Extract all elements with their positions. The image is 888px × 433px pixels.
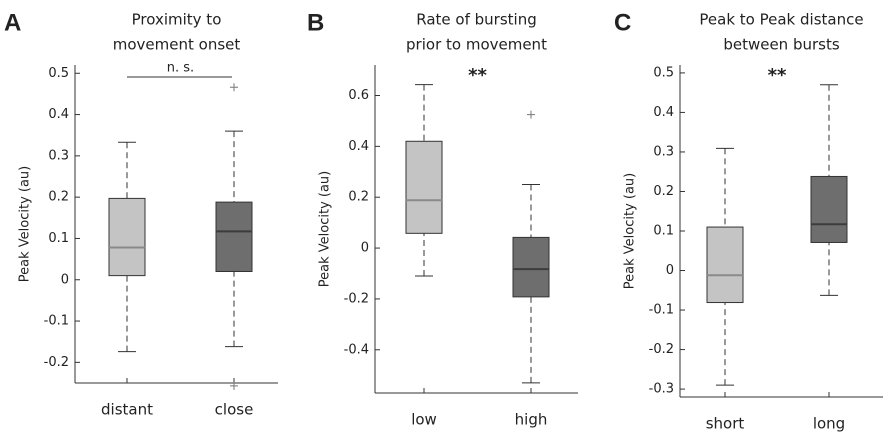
chart-title: prior to movement xyxy=(406,36,547,54)
chart-title: movement onset xyxy=(113,36,241,54)
box xyxy=(706,226,744,304)
annotation: ** xyxy=(468,65,487,86)
chart-title: between bursts xyxy=(723,36,840,54)
y-tick-label: 0.5 xyxy=(48,66,69,81)
y-tick-label: 0.1 xyxy=(48,231,69,246)
y-tick-label: 0.1 xyxy=(653,224,674,239)
x-tick-label: high xyxy=(515,411,548,429)
y-tick-label: 0.2 xyxy=(48,190,69,205)
x-tick-label: short xyxy=(706,415,745,433)
y-tick-label: -0.2 xyxy=(344,291,369,306)
y-tick-label: 0.4 xyxy=(48,107,69,122)
y-tick-label: 0.5 xyxy=(653,65,674,80)
box xyxy=(405,140,443,234)
box xyxy=(108,197,146,277)
panel-label: C xyxy=(614,9,631,36)
y-tick-label: 0.4 xyxy=(348,139,369,154)
y-tick-label: 0.2 xyxy=(348,190,369,205)
panel-label: B xyxy=(307,9,324,36)
outlier xyxy=(230,381,238,390)
y-tick-label: 0.2 xyxy=(653,184,674,199)
chart-title: Peak to Peak distance xyxy=(699,11,863,29)
y-axis-label: Peak Velocity (au) xyxy=(623,173,638,289)
chart-title: Proximity to xyxy=(132,11,222,29)
y-tick-label: -0.1 xyxy=(649,303,674,318)
outlier xyxy=(230,83,238,92)
x-tick-label: long xyxy=(813,415,845,433)
annotation: n. s. xyxy=(167,61,194,76)
y-tick-label: 0 xyxy=(666,263,674,278)
y-tick-label: 0 xyxy=(361,241,369,256)
y-tick-label: 0.3 xyxy=(653,144,674,159)
panel-label: A xyxy=(4,9,21,36)
x-tick-label: close xyxy=(215,401,254,419)
y-axis-label: Peak Velocity (au) xyxy=(18,166,33,282)
y-tick-label: 0.3 xyxy=(48,148,69,163)
y-tick-label: -0.2 xyxy=(44,355,69,370)
y-tick-label: -0.1 xyxy=(44,314,69,329)
y-tick-label: 0 xyxy=(61,272,69,287)
y-tick-label: 0.4 xyxy=(653,105,674,120)
y-tick-label: 0.6 xyxy=(348,88,369,103)
x-tick-label: distant xyxy=(101,401,153,419)
y-tick-label: -0.3 xyxy=(649,382,674,397)
chart-title: Rate of bursting xyxy=(416,11,536,29)
outlier xyxy=(527,110,535,119)
box xyxy=(810,175,848,243)
box xyxy=(215,201,253,272)
box xyxy=(512,236,550,298)
y-tick-label: -0.4 xyxy=(344,342,369,357)
annotation: ** xyxy=(768,65,787,86)
y-tick-label: -0.2 xyxy=(649,342,674,357)
y-axis-label: Peak Velocity (au) xyxy=(318,171,333,287)
x-tick-label: low xyxy=(411,411,437,429)
